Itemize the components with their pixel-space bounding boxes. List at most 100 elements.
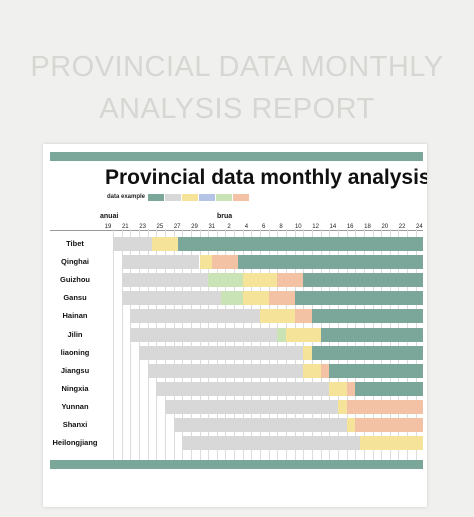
- gantt-bar-segment: [260, 309, 295, 324]
- gridline: [138, 229, 140, 461]
- gridline: [199, 229, 201, 461]
- day-label: 27: [173, 224, 181, 230]
- gridline: [363, 229, 365, 461]
- day-label: 20: [381, 224, 389, 230]
- gantt-bar-segment: [138, 345, 304, 360]
- gridline: [337, 229, 339, 461]
- gantt-bar-segment: [130, 309, 261, 324]
- province-label: Guizhou: [60, 275, 90, 285]
- day-label: 10: [294, 224, 302, 230]
- gridline: [216, 229, 218, 461]
- gridline: [208, 229, 210, 461]
- top-teal-bar: [50, 152, 423, 161]
- gantt-bar-segment: [303, 345, 312, 360]
- gridline: [355, 229, 357, 461]
- day-label: 19: [104, 224, 112, 230]
- gridline: [415, 229, 417, 461]
- gantt-bar-segment: [113, 237, 152, 251]
- legend-label: data example: [107, 194, 146, 200]
- gridline: [260, 229, 262, 461]
- day-label: 2: [227, 224, 231, 230]
- gridline: [286, 229, 287, 461]
- day-label: 24: [416, 224, 423, 230]
- legend-swatch: [216, 194, 232, 201]
- gantt-bar-segment: [268, 291, 295, 306]
- province-label: Heilongjiang: [52, 438, 98, 448]
- gantt-bar-segment: [242, 291, 269, 306]
- gridline: [381, 229, 383, 461]
- gridline: [389, 229, 391, 461]
- day-label: 14: [329, 224, 337, 230]
- gridline: [407, 229, 409, 461]
- gantt-bar-segment: [303, 273, 423, 288]
- gantt-bar-segment: [177, 237, 423, 251]
- gridline: [329, 229, 331, 461]
- gantt-bar-segment: [329, 381, 347, 396]
- day-label: 18: [364, 224, 371, 230]
- gridline: [372, 229, 374, 461]
- gantt-bar-segment: [121, 273, 209, 288]
- gantt-bar-segment: [182, 436, 360, 451]
- gridline: [190, 229, 192, 461]
- gridline: [320, 229, 322, 461]
- gantt-bar-segment: [199, 255, 213, 270]
- gridline: [173, 229, 175, 461]
- banner-title: PROVINCIAL DATA MONTHLY ANALYSIS REPORT: [30, 51, 444, 125]
- gantt-bar-segment: [164, 399, 338, 414]
- sheet-title: Provincial data monthly analysis report: [105, 166, 427, 189]
- legend-swatch: [199, 194, 215, 201]
- gridline: [268, 229, 270, 461]
- gantt-bar-segment: [355, 381, 423, 396]
- legend-swatch: [182, 194, 198, 201]
- gantt-bar-segment: [355, 418, 423, 432]
- gantt-bar-segment: [294, 291, 423, 306]
- month-label-january: anuai: [100, 213, 119, 220]
- legend-swatch: [148, 194, 164, 201]
- gantt-bar-segment: [294, 309, 312, 324]
- gridline: [294, 229, 296, 461]
- day-label: 12: [312, 224, 319, 230]
- day-label: 23: [139, 224, 146, 230]
- gridline: [113, 229, 114, 461]
- gridline: [225, 229, 227, 461]
- gantt-bar-segment: [212, 255, 239, 270]
- gridline: [277, 229, 279, 461]
- gridline: [251, 229, 253, 461]
- gantt-bar-segment: [242, 273, 278, 288]
- gantt-bar-segment: [277, 327, 286, 342]
- day-label: 6: [262, 224, 266, 230]
- gantt-bar-segment: [286, 327, 321, 342]
- gantt-bar-segment: [147, 363, 304, 378]
- day-label: 25: [156, 224, 164, 230]
- province-label: Gansu: [63, 293, 87, 303]
- province-label: Jilin: [67, 329, 83, 339]
- gantt-bar-segment: [238, 255, 423, 270]
- gantt-bar-segment: [346, 418, 356, 432]
- gantt-bar-segment: [121, 255, 200, 270]
- bottom-teal-bar: [50, 460, 423, 469]
- gantt-bar-segment: [311, 345, 423, 360]
- header-rule: [50, 230, 423, 231]
- day-label: 21: [121, 224, 129, 230]
- gantt-bar-segment: [156, 381, 330, 396]
- gridline: [164, 229, 166, 461]
- day-label: 29: [191, 224, 198, 230]
- gantt-bar-segment: [320, 327, 423, 342]
- gantt-bar-segment: [346, 381, 356, 396]
- gantt-bar-segment: [329, 363, 423, 378]
- gantt-bar-segment: [173, 418, 347, 432]
- gridline: [311, 229, 313, 461]
- day-label: 4: [244, 224, 249, 230]
- province-label: Hainan: [62, 311, 88, 321]
- day-label: 16: [346, 224, 354, 230]
- gantt-bar-segment: [359, 436, 423, 451]
- province-label: Ningxia: [61, 383, 89, 393]
- gridline: [242, 229, 244, 461]
- day-label: 31: [208, 224, 216, 230]
- province-label: Shanxi: [62, 420, 88, 429]
- gantt-bar-segment: [346, 399, 423, 414]
- gridline: [303, 229, 305, 461]
- province-label: Jiangsu: [60, 365, 90, 375]
- province-label: Qinghai: [61, 257, 89, 267]
- gantt-bar-segment: [121, 291, 222, 306]
